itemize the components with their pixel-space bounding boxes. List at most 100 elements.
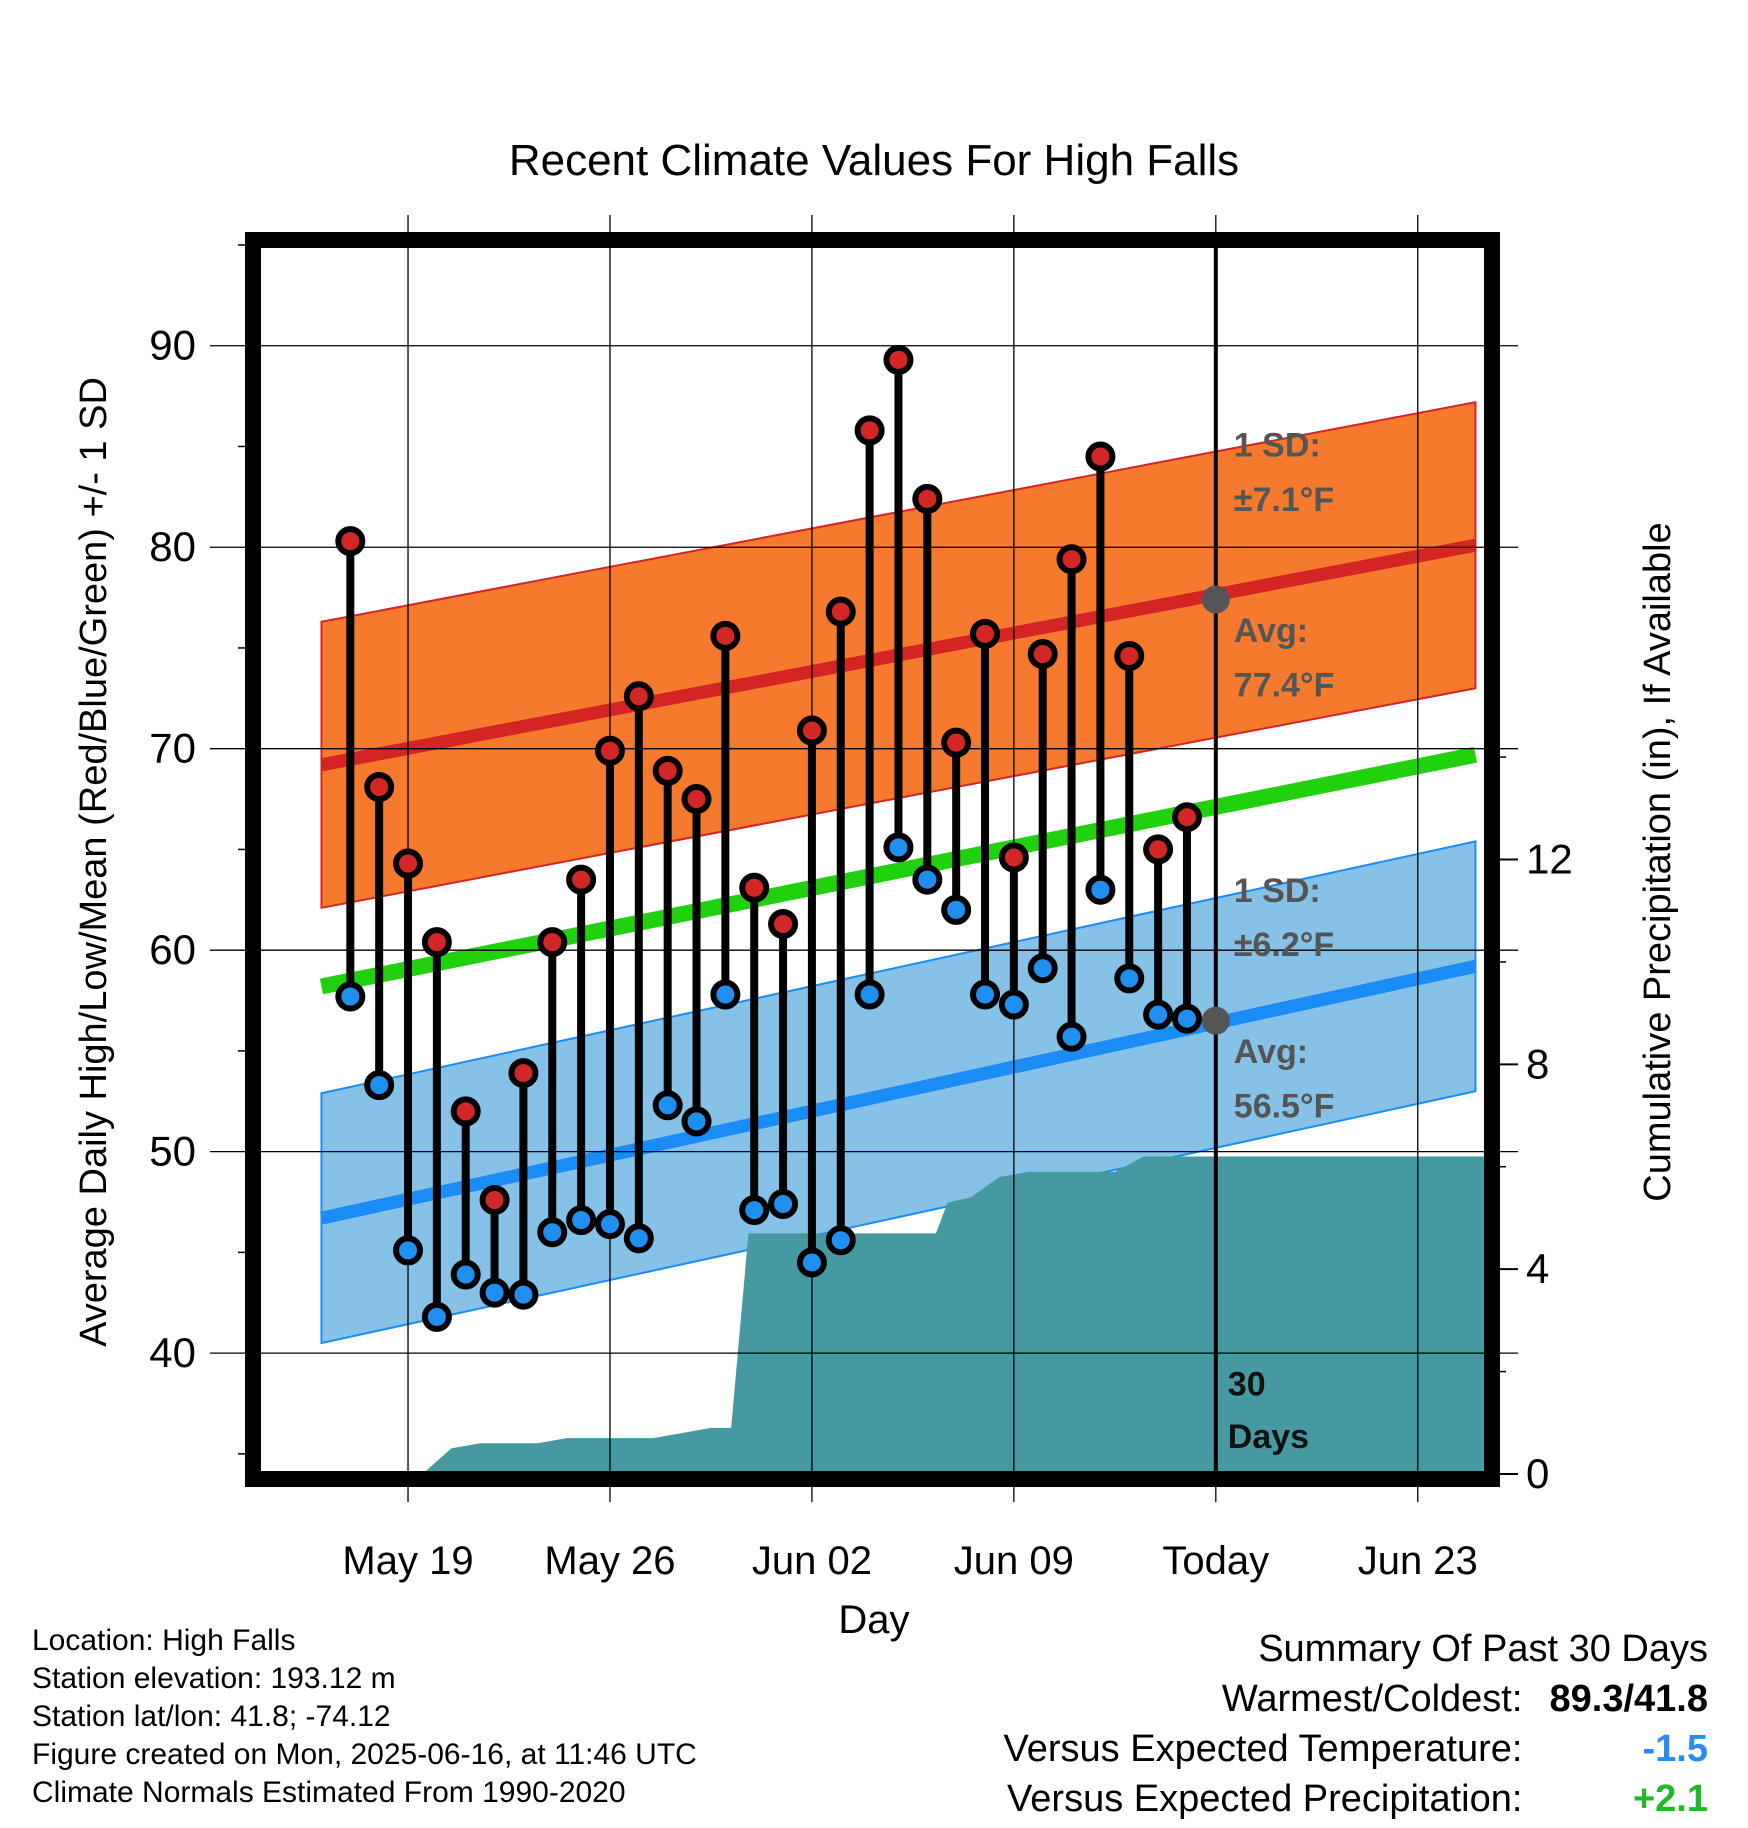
high-avg-label: Avg:: [1234, 612, 1308, 650]
y-tick-label: 40: [149, 1329, 196, 1376]
low-point: [998, 989, 1029, 1020]
high-point: [393, 848, 424, 879]
low-point: [364, 1070, 395, 1101]
today-high-avg-dot: [1201, 585, 1230, 614]
high-sd-label: 1 SD:: [1234, 427, 1321, 465]
low-point: [450, 1259, 481, 1290]
y-tick-label: 90: [149, 322, 196, 369]
y2-tick-label: 4: [1526, 1245, 1549, 1292]
high-point: [421, 927, 452, 958]
high-point: [1114, 641, 1145, 672]
low-point: [1114, 963, 1145, 994]
y2-tick-label: 0: [1526, 1450, 1549, 1497]
low-point: [421, 1301, 452, 1332]
info-latlon: Station lat/lon: 41.8; -74.12: [32, 1700, 391, 1733]
low-point: [1056, 1021, 1087, 1052]
low-point: [335, 981, 366, 1012]
low-point: [1085, 874, 1116, 905]
high-point: [796, 715, 827, 746]
low-point: [941, 894, 972, 925]
high-point: [912, 483, 943, 514]
high-point: [883, 344, 914, 375]
low-point: [681, 1106, 712, 1137]
high-sd-value: ±7.1°F: [1234, 481, 1334, 519]
chart-title: Recent Climate Values For High Falls: [509, 136, 1239, 185]
y2-axis-label: Cumulative Precipitation (in), If Availa…: [1637, 522, 1679, 1201]
high-point: [335, 526, 366, 557]
x-tick-label: Today: [1162, 1539, 1269, 1583]
info-location: Location: High Falls: [32, 1624, 296, 1657]
plot-area: 1 SD: ±7.1°F Avg: 77.4°F 1 SD: ±6.2°F Avg: 56.5…: [149, 215, 1573, 1583]
high-point: [681, 784, 712, 815]
high-point: [1171, 802, 1202, 833]
low-avg-value: 56.5°F: [1234, 1087, 1335, 1125]
summary-temp-value: -1.5: [1642, 1728, 1708, 1770]
low-point: [393, 1235, 424, 1266]
low-point: [912, 864, 943, 895]
high-point: [508, 1058, 539, 1089]
low-point: [854, 979, 885, 1010]
high-point: [1056, 544, 1087, 575]
high-point: [739, 872, 770, 903]
y-tick-label: 50: [149, 1128, 196, 1175]
plot-frame: [245, 232, 1500, 1487]
y-tick-label: 80: [149, 523, 196, 570]
summary-block: Summary Of Past 30 Days Warmest/Coldest:…: [1004, 1624, 1708, 1824]
days-label-text: Days: [1228, 1418, 1309, 1456]
high-point: [364, 771, 395, 802]
mean-avg-line: [319, 746, 1478, 995]
low-point: [594, 1209, 625, 1240]
x-tick-label: May 19: [342, 1539, 473, 1583]
low-sd-value: ±6.2°F: [1234, 926, 1334, 964]
summary-precip-value: +2.1: [1632, 1778, 1708, 1820]
high-point: [450, 1096, 481, 1127]
low-point: [825, 1225, 856, 1256]
x-tick-label: Jun 23: [1358, 1539, 1478, 1583]
low-point: [623, 1223, 654, 1254]
x-tick-label: Jun 02: [752, 1539, 872, 1583]
low-point: [1027, 953, 1058, 984]
summary-warm-value: 89.3/41.8: [1549, 1678, 1708, 1720]
low-point: [796, 1247, 827, 1278]
y-axis-label: Average Daily High/Low/Mean (Red/Blue/Gr…: [73, 377, 115, 1347]
station-info: Location: High Falls Station elevation: …: [32, 1622, 697, 1812]
low-point: [652, 1090, 683, 1121]
low-avg-label: Avg:: [1234, 1033, 1308, 1071]
info-elevation: Station elevation: 193.12 m: [32, 1662, 396, 1695]
high-point: [854, 415, 885, 446]
high-point: [941, 727, 972, 758]
precip-area: [321, 1156, 1487, 1474]
today-low-avg-dot: [1201, 1006, 1230, 1035]
x-tick-label: May 26: [544, 1539, 675, 1583]
y2-tick-label: 8: [1526, 1040, 1549, 1087]
low-point: [537, 1217, 568, 1248]
y-tick-label: 60: [149, 926, 196, 973]
high-point: [710, 620, 741, 651]
low-point: [566, 1205, 597, 1236]
high-point: [970, 618, 1001, 649]
high-point: [566, 864, 597, 895]
low-sd-label: 1 SD:: [1234, 872, 1321, 910]
y-tick-label: 70: [149, 725, 196, 772]
high-point: [537, 927, 568, 958]
low-point: [1171, 1003, 1202, 1034]
x-tick-label: Jun 09: [954, 1539, 1074, 1583]
x-axis-label: Day: [838, 1598, 909, 1642]
summary-temp-label: Versus Expected Temperature:: [1003, 1728, 1523, 1770]
high-point: [768, 908, 799, 939]
y2-tick-label: 12: [1526, 836, 1573, 883]
high-point: [623, 681, 654, 712]
high-point: [1143, 834, 1174, 865]
low-point: [970, 979, 1001, 1010]
summary-precip-label: Versus Expected Precipitation:: [1007, 1778, 1523, 1820]
high-point: [652, 755, 683, 786]
high-point: [825, 596, 856, 627]
low-point: [739, 1195, 770, 1226]
info-created: Figure created on Mon, 2025-06-16, at 11…: [32, 1738, 697, 1771]
low-point: [710, 979, 741, 1010]
low-point: [479, 1277, 510, 1308]
info-normals: Climate Normals Estimated From 1990-2020: [32, 1776, 626, 1809]
days-label-number: 30: [1228, 1365, 1266, 1403]
summary-heading: Summary Of Past 30 Days: [1258, 1628, 1708, 1670]
